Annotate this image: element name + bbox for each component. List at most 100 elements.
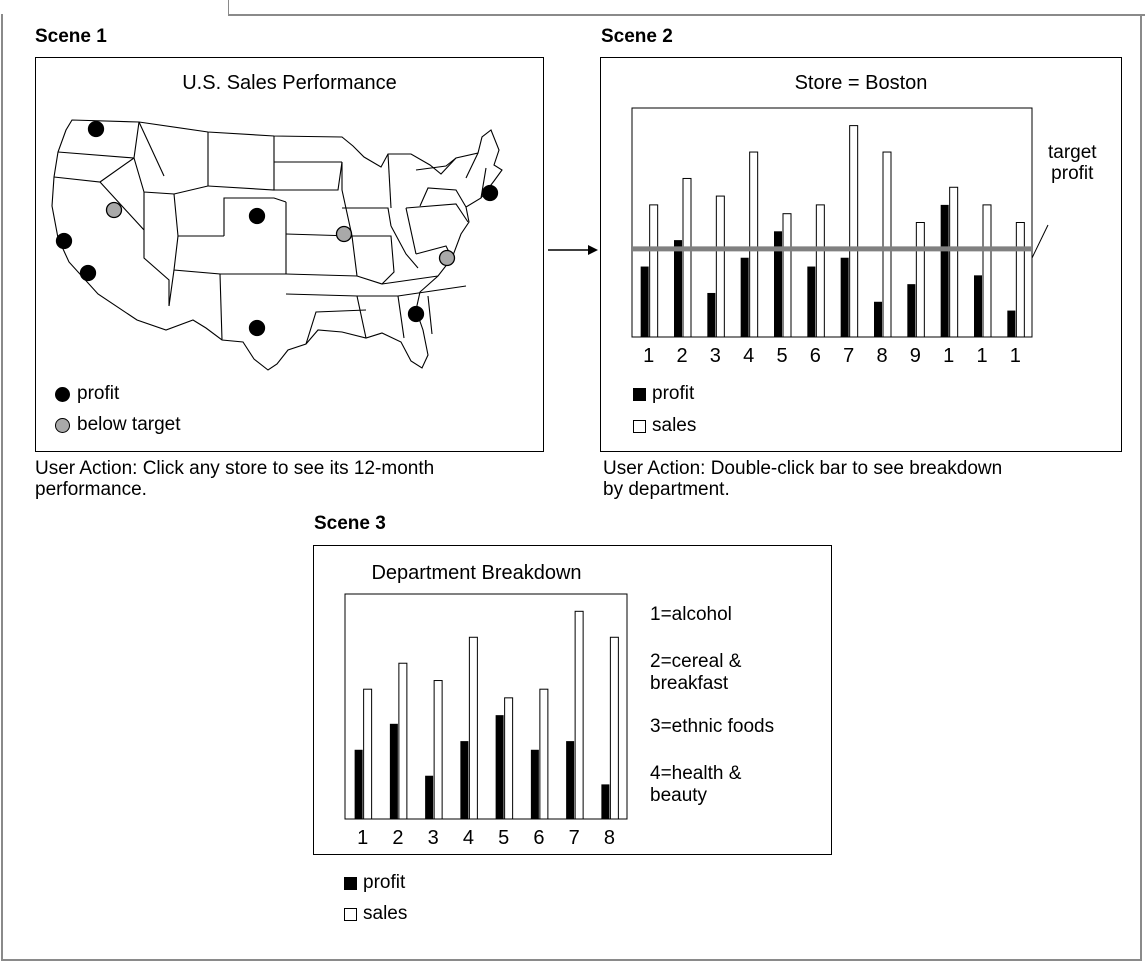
profit-bar bbox=[1007, 310, 1016, 337]
store-marker-profit bbox=[87, 120, 105, 138]
profit-bar bbox=[807, 266, 816, 337]
profit-bar bbox=[495, 715, 504, 819]
target-label-line: profit bbox=[1051, 163, 1094, 184]
chart-legend-profit: profit bbox=[633, 383, 694, 405]
x-tick-label: 4 bbox=[743, 345, 754, 367]
legend-swatch-black bbox=[633, 387, 646, 401]
frame-tick bbox=[228, 0, 229, 16]
sales-bar bbox=[363, 688, 373, 820]
dept-key-4: 4=health & beauty bbox=[650, 763, 741, 807]
x-tick-label: 1 bbox=[357, 827, 368, 849]
outer-frame bbox=[1, 14, 1142, 961]
store-marker-profit bbox=[481, 184, 499, 202]
chart-title: Department Breakdown bbox=[371, 562, 582, 584]
dept-key-line: 2=cereal & bbox=[650, 651, 742, 672]
x-tick-label: 2 bbox=[676, 345, 687, 367]
sales-bar bbox=[882, 151, 892, 338]
store-marker-profit bbox=[55, 232, 73, 250]
x-tick-label: 1 bbox=[643, 345, 654, 367]
x-tick-label: 4 bbox=[463, 827, 474, 849]
sales-bar bbox=[574, 610, 584, 820]
x-tick-label: 1 bbox=[943, 345, 954, 367]
profit-bar bbox=[774, 231, 782, 337]
chart-legend-sales: sales bbox=[633, 415, 696, 437]
sales-bar bbox=[649, 204, 659, 338]
sales-bar bbox=[398, 662, 408, 820]
flow-arrow bbox=[548, 245, 598, 255]
us-map bbox=[51, 119, 503, 371]
sales-bar bbox=[915, 222, 925, 338]
sales-bar bbox=[468, 636, 478, 820]
legend-label: profit bbox=[363, 872, 406, 893]
dept-key-line: 1=alcohol bbox=[650, 604, 732, 625]
map-legend-profit: profit bbox=[55, 383, 119, 405]
profit-bar bbox=[674, 240, 682, 337]
profit-bar bbox=[940, 204, 949, 337]
profit-bar bbox=[460, 741, 469, 819]
sales-bar bbox=[715, 195, 725, 338]
legend-label: sales bbox=[363, 903, 408, 924]
target-leader-line bbox=[1031, 224, 1049, 259]
dept-key-2: 2=cereal & breakfast bbox=[650, 651, 741, 695]
profit-bar bbox=[740, 257, 749, 337]
x-tick-label: 8 bbox=[604, 827, 615, 849]
caption-line: User Action: Double-click bar to see bre… bbox=[603, 458, 1003, 479]
x-tick-label: 7 bbox=[569, 827, 580, 849]
store-marker-below-target bbox=[105, 201, 123, 219]
profit-bar bbox=[974, 275, 982, 337]
legend-dot-gray bbox=[55, 417, 70, 433]
profit-bar bbox=[601, 784, 610, 819]
sales-bar bbox=[433, 680, 443, 820]
x-tick-label: 7 bbox=[843, 345, 854, 367]
scene3-heading: Scene 3 bbox=[314, 513, 386, 534]
scene1-heading: Scene 1 bbox=[35, 26, 107, 47]
store-marker-below-target bbox=[335, 225, 353, 243]
sales-bar bbox=[849, 125, 859, 338]
x-tick-label: 8 bbox=[876, 345, 887, 367]
department-chart: 1 2 3 4 5 6 7 8 bbox=[344, 593, 628, 849]
legend-label: profit bbox=[652, 383, 695, 404]
legend-label: sales bbox=[652, 415, 697, 436]
legend-dot-black bbox=[55, 386, 70, 402]
map-title: U.S. Sales Performance bbox=[182, 72, 397, 94]
us-states-outline bbox=[51, 119, 503, 371]
x-tick-label: 2 bbox=[392, 827, 403, 849]
caption-line: performance. bbox=[35, 479, 147, 500]
profit-bar bbox=[566, 741, 575, 819]
x-tick-label: 5 bbox=[498, 827, 509, 849]
map-legend-below-target: below target bbox=[55, 414, 181, 436]
sales-bar bbox=[539, 688, 549, 820]
sales-bar bbox=[782, 213, 792, 338]
sales-bar bbox=[949, 186, 959, 338]
x-tick-label: 6 bbox=[533, 827, 544, 849]
dept-key-3: 3=ethnic foods bbox=[650, 716, 774, 738]
legend-label: profit bbox=[77, 383, 120, 404]
profit-bar bbox=[907, 284, 916, 337]
profit-bar bbox=[840, 257, 849, 337]
legend-swatch-white bbox=[633, 419, 646, 433]
x-tick-label: 9 bbox=[910, 345, 921, 367]
dept-key-line: 4=health & bbox=[650, 763, 742, 784]
target-label-line: target bbox=[1048, 142, 1097, 163]
sales-bar bbox=[682, 177, 692, 338]
sales-bar bbox=[815, 204, 825, 338]
x-tick-label: 1 bbox=[1010, 345, 1021, 367]
frame-top-rule bbox=[228, 14, 1145, 16]
scene1-panel: U.S. Sales Performance bbox=[35, 57, 544, 452]
store-marker-profit bbox=[79, 264, 97, 282]
x-tick-label: 3 bbox=[710, 345, 721, 367]
sales-bar bbox=[749, 151, 759, 338]
sales-bar bbox=[1015, 222, 1025, 338]
dept-key-line: breakfast bbox=[650, 673, 729, 694]
profit-bar bbox=[425, 775, 434, 819]
profit-bar bbox=[354, 749, 363, 819]
dept-key-1: 1=alcohol bbox=[650, 604, 732, 626]
x-tick-label: 5 bbox=[776, 345, 787, 367]
legend-swatch-white bbox=[344, 907, 357, 921]
store-marker-below-target bbox=[438, 249, 456, 267]
dept-key-line: 3=ethnic foods bbox=[650, 716, 775, 737]
scene2-heading: Scene 2 bbox=[601, 26, 673, 47]
target-label: target profit bbox=[1048, 142, 1097, 184]
